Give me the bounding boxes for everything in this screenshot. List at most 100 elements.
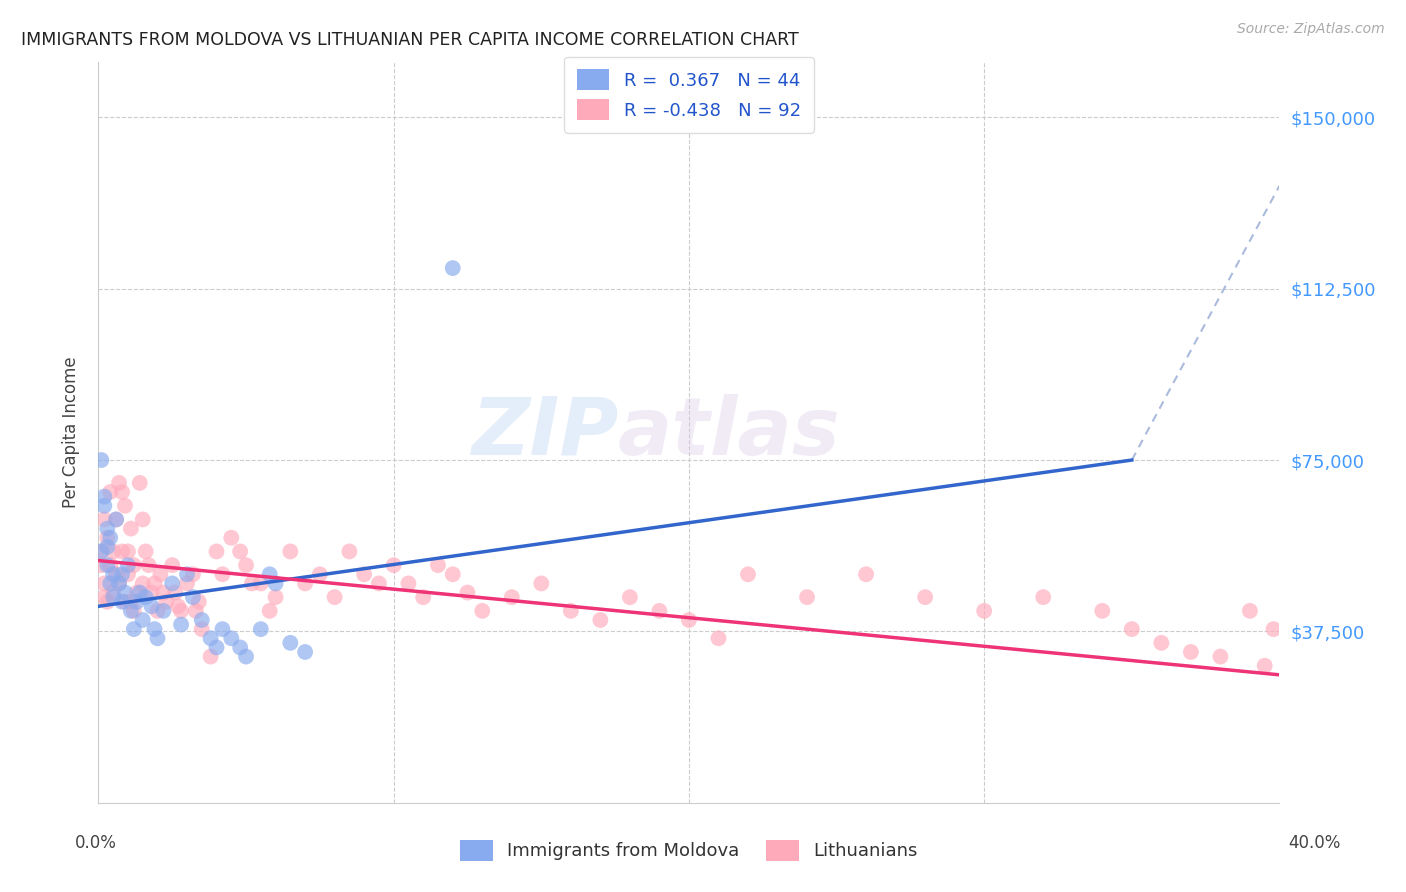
Point [678,613,700,627]
Point [96,522,118,536]
Point [1121,622,1143,636]
Point [96,558,118,573]
Point [117,558,139,573]
Point [471,604,494,618]
Point [117,544,139,558]
Point [143,576,166,591]
Point [501,590,523,604]
Point [111,485,134,500]
Point [132,576,155,591]
Point [93,590,115,604]
Text: IMMIGRANTS FROM MOLDOVA VS LITHUANIAN PER CAPITA INCOME CORRELATION CHART: IMMIGRANTS FROM MOLDOVA VS LITHUANIAN PE… [21,31,799,49]
Point [170,604,193,618]
Point [125,595,148,609]
Point [221,531,243,545]
Point [146,604,169,618]
Point [211,622,233,636]
Point [229,544,252,558]
Point [176,576,198,591]
Point [111,544,134,558]
Point [205,640,228,655]
Point [141,599,163,614]
Point [120,522,142,536]
Point [235,649,257,664]
Text: 40.0%: 40.0% [1288,834,1341,852]
Point [264,590,287,604]
Point [132,512,155,526]
Point [122,622,145,636]
Point [589,613,612,627]
Point [294,645,316,659]
Point [221,632,243,646]
Point [122,604,145,618]
Point [120,604,142,618]
Point [125,585,148,599]
Point [138,558,160,573]
Point [105,512,128,526]
Point [90,544,112,558]
Point [973,604,995,618]
Point [368,576,391,591]
Point [280,636,302,650]
Point [737,567,759,582]
Point [170,617,193,632]
Point [205,544,228,558]
Point [457,585,479,599]
Point [114,585,136,599]
Point [250,622,273,636]
Text: atlas: atlas [619,393,841,472]
Point [184,604,207,618]
Point [167,599,190,614]
Point [152,585,174,599]
Point [98,485,121,500]
Point [90,544,112,558]
Point [181,590,204,604]
Point [90,453,112,467]
Point [93,576,115,591]
Point [855,567,877,582]
Point [111,595,134,609]
Point [309,567,332,582]
Point [105,512,128,526]
Point [796,590,818,604]
Point [250,576,273,591]
Point [235,558,257,573]
Point [259,567,281,582]
Point [441,567,464,582]
Point [96,595,118,609]
Point [98,531,121,545]
Point [103,585,125,599]
Point [240,576,263,591]
Y-axis label: Per Capita Income: Per Capita Income [62,357,80,508]
Point [294,576,316,591]
Point [98,558,121,573]
Point [155,595,177,609]
Point [1180,645,1202,659]
Point [353,567,375,582]
Point [412,590,434,604]
Text: Source: ZipAtlas.com: Source: ZipAtlas.com [1237,22,1385,37]
Point [152,604,174,618]
Point [103,544,125,558]
Point [560,604,582,618]
Text: 0.0%: 0.0% [75,834,117,852]
Point [114,499,136,513]
Point [707,632,730,646]
Point [323,590,346,604]
Point [200,632,222,646]
Point [264,576,287,591]
Point [398,576,420,591]
Point [200,649,222,664]
Point [90,558,112,573]
Point [259,604,281,618]
Point [146,632,169,646]
Point [176,567,198,582]
Point [1263,622,1285,636]
Point [135,590,157,604]
Point [162,576,183,591]
Point [191,622,214,636]
Point [339,544,361,558]
Point [120,595,142,609]
Point [96,540,118,554]
Point [648,604,671,618]
